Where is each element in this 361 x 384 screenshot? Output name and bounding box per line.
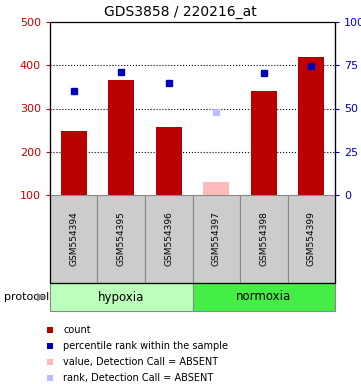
Bar (251, 91, 277, 195)
Text: protocol: protocol (4, 292, 49, 302)
Text: GSM554396: GSM554396 (164, 212, 173, 266)
Text: GSM554399: GSM554399 (307, 212, 316, 266)
Text: value, Detection Call = ABSENT: value, Detection Call = ABSENT (63, 357, 218, 367)
Text: rank, Detection Call = ABSENT: rank, Detection Call = ABSENT (63, 373, 213, 383)
Text: hypoxia: hypoxia (98, 291, 144, 303)
Text: GSM554397: GSM554397 (212, 212, 221, 266)
Bar (156, 127, 182, 195)
Text: GSM554394: GSM554394 (69, 212, 78, 266)
Text: GSM554395: GSM554395 (117, 212, 126, 266)
Text: ▶: ▶ (37, 292, 46, 302)
Bar (298, 56, 324, 195)
Text: GDS3858 / 220216_at: GDS3858 / 220216_at (104, 5, 257, 19)
Text: percentile rank within the sample: percentile rank within the sample (63, 341, 228, 351)
Bar (108, 80, 134, 195)
Bar (203, 182, 229, 195)
Text: normoxia: normoxia (236, 291, 291, 303)
Text: GSM554398: GSM554398 (259, 212, 268, 266)
Bar (61, 131, 87, 195)
Text: count: count (63, 325, 91, 335)
